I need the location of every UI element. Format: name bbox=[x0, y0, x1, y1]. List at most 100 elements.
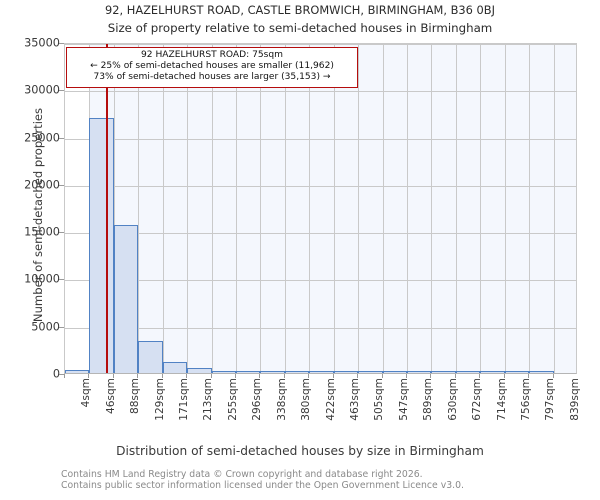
x-axis-tick-label: 505sqm bbox=[373, 378, 386, 421]
y-axis-tick-label: 35000 bbox=[24, 36, 60, 50]
gridline-horizontal bbox=[65, 91, 576, 93]
x-axis-tick-label: 672sqm bbox=[471, 378, 484, 421]
x-axis-tick-mark bbox=[308, 374, 310, 378]
annotation-larger: 73% of semi-detached houses are larger (… bbox=[93, 72, 331, 83]
x-axis-tick-mark bbox=[259, 374, 261, 378]
x-axis-tick-label: 630sqm bbox=[446, 378, 459, 421]
histogram-bar bbox=[309, 371, 334, 373]
histogram-bar bbox=[333, 371, 359, 373]
histogram-bar bbox=[65, 370, 90, 373]
x-axis-tick-mark bbox=[479, 374, 481, 378]
x-axis-tick-label: 213sqm bbox=[202, 378, 215, 421]
footer-line-2: Contains public sector information licen… bbox=[61, 479, 464, 491]
page-title: 92, HAZELHURST ROAD, CASTLE BROMWICH, BI… bbox=[105, 3, 495, 17]
x-axis-tick-mark bbox=[332, 374, 334, 378]
x-axis-label: Distribution of semi-detached houses by … bbox=[116, 444, 484, 458]
gridline-vertical bbox=[236, 44, 237, 373]
histogram-bar bbox=[89, 118, 114, 373]
y-axis-tick-mark bbox=[59, 43, 64, 44]
gridline-vertical bbox=[504, 44, 506, 373]
gridline-vertical bbox=[113, 44, 115, 373]
x-axis-tick-label: 463sqm bbox=[348, 378, 361, 421]
histogram-bar bbox=[113, 225, 139, 373]
chart-title-block: 92, HAZELHURST ROAD, CASTLE BROMWICH, BI… bbox=[0, 2, 600, 37]
histogram-bar bbox=[529, 371, 554, 373]
histogram-bar bbox=[138, 340, 163, 373]
x-axis-tick-label: 422sqm bbox=[324, 378, 337, 421]
x-axis-tick-mark bbox=[137, 374, 139, 378]
histogram-bar bbox=[407, 371, 432, 373]
histogram-bar bbox=[236, 371, 261, 373]
gridline-horizontal bbox=[65, 327, 576, 329]
y-axis-label: Number of semi-detached properties bbox=[31, 107, 45, 323]
gridline-horizontal bbox=[65, 138, 576, 140]
histogram-bar bbox=[504, 371, 530, 373]
x-axis-tick-mark bbox=[161, 374, 163, 378]
y-axis-tick-mark bbox=[59, 90, 64, 92]
y-axis-tick-mark bbox=[59, 232, 64, 234]
histogram-bar bbox=[187, 367, 212, 373]
x-axis-tick-mark bbox=[406, 374, 407, 378]
gridline-vertical bbox=[553, 44, 555, 373]
gridline-vertical bbox=[431, 44, 433, 373]
histogram-bar bbox=[431, 371, 456, 373]
x-axis-tick-label: 171sqm bbox=[177, 378, 190, 421]
y-axis-tick-label: 5000 bbox=[31, 320, 60, 334]
histogram-bar bbox=[260, 371, 285, 373]
gridline-vertical bbox=[382, 44, 384, 373]
x-axis-tick-label: 547sqm bbox=[397, 378, 410, 421]
y-axis-tick-mark bbox=[59, 279, 64, 281]
histogram-bar bbox=[358, 371, 383, 373]
gridline-vertical bbox=[333, 44, 335, 373]
x-axis-tick-label: 714sqm bbox=[495, 378, 508, 421]
footer-line-1: Contains HM Land Registry data © Crown c… bbox=[61, 469, 423, 480]
x-axis-tick-mark bbox=[210, 374, 212, 378]
y-axis: 0 5000 10000 15000 20000 25000 30000 35000 bbox=[0, 0, 64, 500]
x-axis-tick-mark bbox=[235, 374, 236, 378]
x-axis-tick-mark bbox=[357, 374, 359, 378]
gridline-vertical bbox=[358, 44, 360, 373]
histogram-bar bbox=[382, 371, 407, 373]
x-axis-tick-label: 839sqm bbox=[568, 378, 581, 421]
gridline-vertical bbox=[407, 44, 408, 373]
x-axis-tick-label: 129sqm bbox=[153, 378, 166, 421]
gridline-horizontal bbox=[65, 44, 576, 45]
y-axis-tick-label: 15000 bbox=[24, 225, 60, 239]
x-axis-tick-mark bbox=[64, 374, 65, 378]
y-axis-tick-mark bbox=[59, 137, 64, 139]
y-axis-tick-label: 0 bbox=[52, 367, 60, 381]
x-axis-tick-mark bbox=[112, 374, 114, 378]
y-axis-tick-label: 10000 bbox=[24, 272, 60, 286]
gridline-vertical bbox=[138, 44, 140, 373]
gridline-vertical bbox=[455, 44, 457, 373]
x-axis-tick-mark bbox=[186, 374, 188, 378]
gridline-horizontal bbox=[65, 280, 576, 282]
x-axis-tick-mark bbox=[430, 374, 432, 378]
gridline-horizontal bbox=[65, 185, 576, 187]
gridline-vertical bbox=[309, 44, 311, 373]
gridline-horizontal bbox=[65, 233, 576, 235]
gridline-vertical bbox=[211, 44, 213, 373]
x-axis-tick-label: 88sqm bbox=[129, 378, 142, 415]
x-axis-tick-mark bbox=[381, 374, 383, 378]
histogram-bar bbox=[211, 371, 236, 373]
x-axis-tick-mark bbox=[528, 374, 530, 378]
x-axis-tick-label: 255sqm bbox=[226, 378, 239, 421]
y-axis-tick-mark bbox=[59, 326, 64, 328]
plot-background-band bbox=[89, 44, 576, 373]
gridline-vertical bbox=[529, 44, 531, 373]
histogram-bar bbox=[284, 371, 310, 373]
y-axis-tick-label: 20000 bbox=[24, 178, 60, 192]
gridline-vertical bbox=[162, 44, 164, 373]
x-axis-tick-label: 46sqm bbox=[104, 378, 117, 415]
histogram-bar bbox=[480, 371, 505, 373]
y-axis-tick-label: 25000 bbox=[24, 131, 60, 145]
x-axis-tick-mark bbox=[503, 374, 505, 378]
x-axis-tick-label: 380sqm bbox=[300, 378, 313, 421]
x-axis-tick-label: 797sqm bbox=[544, 378, 557, 421]
property-marker-line bbox=[106, 44, 109, 373]
gridline-vertical bbox=[480, 44, 482, 373]
x-axis-tick-mark bbox=[552, 374, 554, 378]
annotation-heading: 92 HAZELHURST ROAD: 75sqm bbox=[140, 50, 284, 60]
plot-area bbox=[64, 43, 577, 374]
